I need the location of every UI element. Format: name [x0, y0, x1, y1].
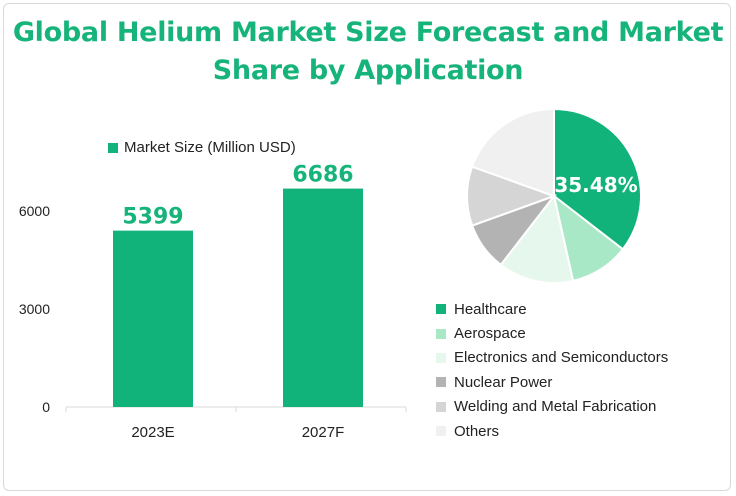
pie-slice-electronics-and-semiconductors — [499, 193, 575, 284]
bar-data-label-1: 6686 — [292, 163, 353, 188]
pie-legend-label: Healthcare — [454, 300, 527, 318]
chart-frame — [3, 3, 731, 491]
pie-legend-label: Others — [454, 422, 500, 440]
pie-legend-swatch — [436, 352, 446, 363]
y-tick-label-0: 0 — [42, 399, 50, 415]
pie-legend-label: Welding and Metal Fabrication — [454, 398, 657, 416]
bar-2027F — [283, 188, 363, 407]
pie-legend-swatch — [436, 401, 446, 412]
pie-legend: Healthcare Aerospace Electronics and Semic… — [436, 297, 668, 443]
pie-legend-item-5: Others — [436, 419, 668, 443]
chart-title-line1: Global Helium Market Size Forecast and M… — [12, 17, 724, 48]
pie-legend-item-2: Electronics and Semiconductors — [436, 346, 668, 370]
x-tick-label-0: 2023E — [131, 424, 174, 441]
bar-2023E — [113, 230, 193, 407]
pie-legend-label: Aerospace — [454, 325, 526, 343]
pie-legend-swatch — [436, 426, 446, 437]
pie-legend-swatch — [436, 377, 446, 388]
bar-legend: Market Size (Million USD) — [108, 139, 296, 156]
y-tick-label-2: 6000 — [19, 203, 50, 219]
bar-legend-swatch — [108, 142, 118, 153]
pie-legend-label: Nuclear Power — [454, 373, 553, 391]
pie-legend-swatch — [436, 304, 446, 315]
pie-legend-item-1: Aerospace — [436, 321, 668, 345]
x-tick-label-1: 2027F — [302, 424, 345, 441]
bar-legend-label: Market Size (Million USD) — [124, 139, 296, 156]
y-tick-label-1: 3000 — [19, 301, 50, 317]
bar-data-label-0: 5399 — [122, 205, 183, 230]
pie-legend-label: Electronics and Semiconductors — [454, 349, 669, 367]
pie-legend-swatch — [436, 328, 446, 339]
pie-slice-healthcare — [553, 107, 642, 251]
pie-data-label: 35.48% — [554, 173, 637, 197]
chart-title: Global Helium Market Size Forecast and M… — [0, 14, 736, 90]
chart-title-line2: Share by Application — [212, 55, 524, 86]
pie-legend-item-0: Healthcare — [436, 297, 668, 321]
pie-legend-item-3: Nuclear Power — [436, 370, 668, 394]
pie-legend-item-4: Welding and Metal Fabrication — [436, 395, 668, 419]
pie-slice-others — [470, 107, 555, 198]
